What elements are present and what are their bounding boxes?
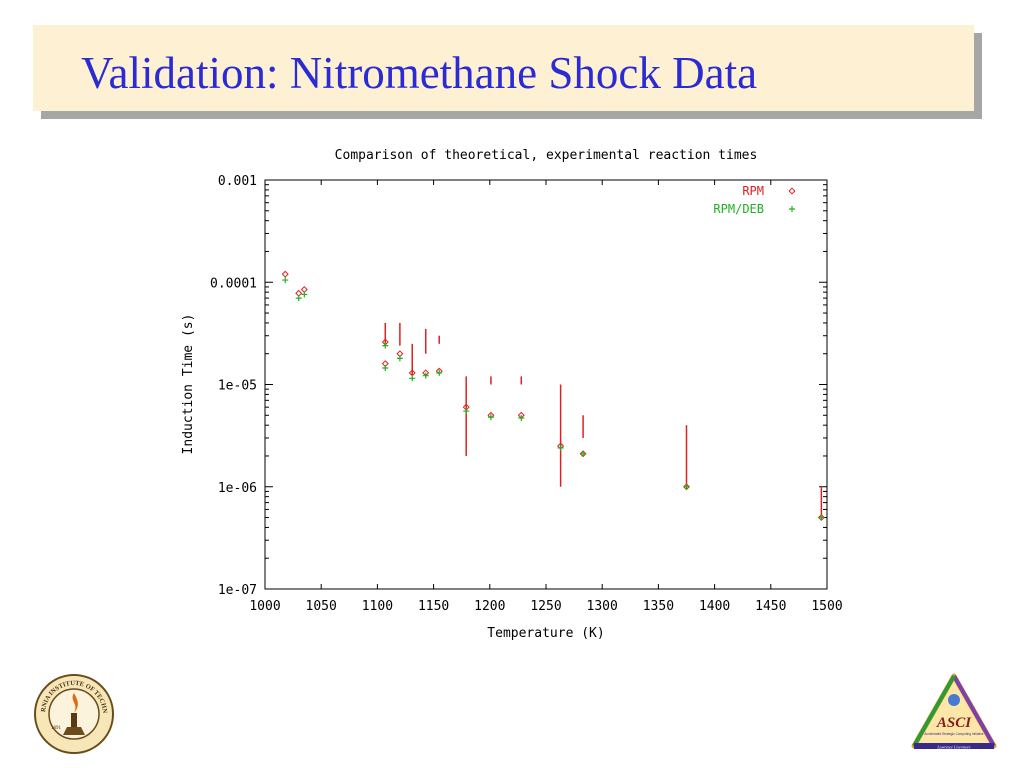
- rpm-deb-point: [396, 355, 403, 362]
- title-box: Validation: Nitromethane Shock Data: [33, 25, 974, 111]
- rpm-point: [281, 270, 289, 278]
- caltech-seal-icon: CALIFORNIA INSTITUTE OF TECHNOLOGY 1891: [33, 673, 114, 754]
- asci-triangle-logo-icon: ASCI Accelerated Strategic Computing Ini…: [911, 673, 997, 750]
- x-tick-label: 1100: [362, 599, 393, 614]
- slide-title: Validation: Nitromethane Shock Data: [81, 48, 758, 98]
- seal-year: 1891: [51, 726, 62, 731]
- rpm-deb-point: [301, 291, 308, 298]
- x-tick-label: 1350: [643, 599, 674, 614]
- x-tick-label: 1000: [249, 599, 280, 614]
- x-tick-label: 1150: [418, 599, 449, 614]
- legend-marker-rpm: [788, 187, 796, 195]
- y-tick-label: 1e-07: [218, 583, 257, 598]
- x-tick-label: 1250: [530, 599, 561, 614]
- y-tick-label: 1e-06: [218, 481, 257, 496]
- x-tick-label: 1200: [474, 599, 505, 614]
- rpm-deb-point: [295, 295, 302, 302]
- x-axis: 1000 1050 1100 1150 1200 1250 1300 1350 1400 1450…: [249, 180, 843, 614]
- legend-label-rpm-deb: RPM/DEB: [713, 202, 764, 216]
- asci-logo-text: ASCI: [936, 715, 972, 731]
- y-tick-label: 0.0001: [210, 276, 257, 291]
- data-points: [281, 270, 825, 522]
- rpm-deb-point: [518, 415, 525, 422]
- y-tick-label: 0.001: [218, 174, 257, 189]
- rpm-deb-point: [282, 277, 289, 284]
- legend-marker-plus: [789, 206, 795, 212]
- rpm-deb-point: [382, 365, 389, 371]
- y-axis: 1e-07 1e-06 1e-05 0.0001 0.001: [210, 174, 827, 598]
- rpm-deb-point: [818, 514, 825, 521]
- experimental-ranges: [384, 322, 823, 518]
- x-axis-label: Temperature (K): [487, 626, 604, 641]
- asci-logo-subtext: Accelerated Strategic Computing Initiati…: [924, 732, 983, 736]
- rpm-deb-point: [487, 414, 494, 421]
- legend-marker-rpm-deb: [789, 206, 795, 212]
- legend-label-rpm: RPM: [742, 184, 764, 198]
- rpm-deb-point: [382, 342, 389, 349]
- rpm-deb-point: [436, 369, 443, 376]
- x-tick-label: 1450: [755, 599, 786, 614]
- legend-marker-diamond: [788, 187, 796, 195]
- x-tick-label: 1400: [699, 599, 730, 614]
- rpm-point: [300, 285, 308, 293]
- x-tick-label: 1050: [306, 599, 337, 614]
- rpm-deb-point: [557, 444, 564, 451]
- rpm-deb-point: [580, 450, 587, 457]
- legend: RPM RPM/DEB: [713, 184, 796, 216]
- rpm-deb-point: [463, 408, 470, 415]
- x-tick-label: 1300: [587, 599, 618, 614]
- x-tick-label: 1500: [811, 599, 842, 614]
- chart-title: Comparison of theoretical, experimental …: [335, 148, 758, 163]
- rpm-deb-point: [683, 483, 690, 490]
- y-tick-label: 1e-05: [218, 379, 257, 394]
- rpm-deb-point: [409, 375, 416, 382]
- plot-frame: [264, 179, 828, 590]
- rpm-deb-point: [422, 372, 429, 379]
- y-axis-label: Induction Time (s): [181, 314, 196, 455]
- asci-logo-lab: Lawrence Livermore: [936, 745, 970, 750]
